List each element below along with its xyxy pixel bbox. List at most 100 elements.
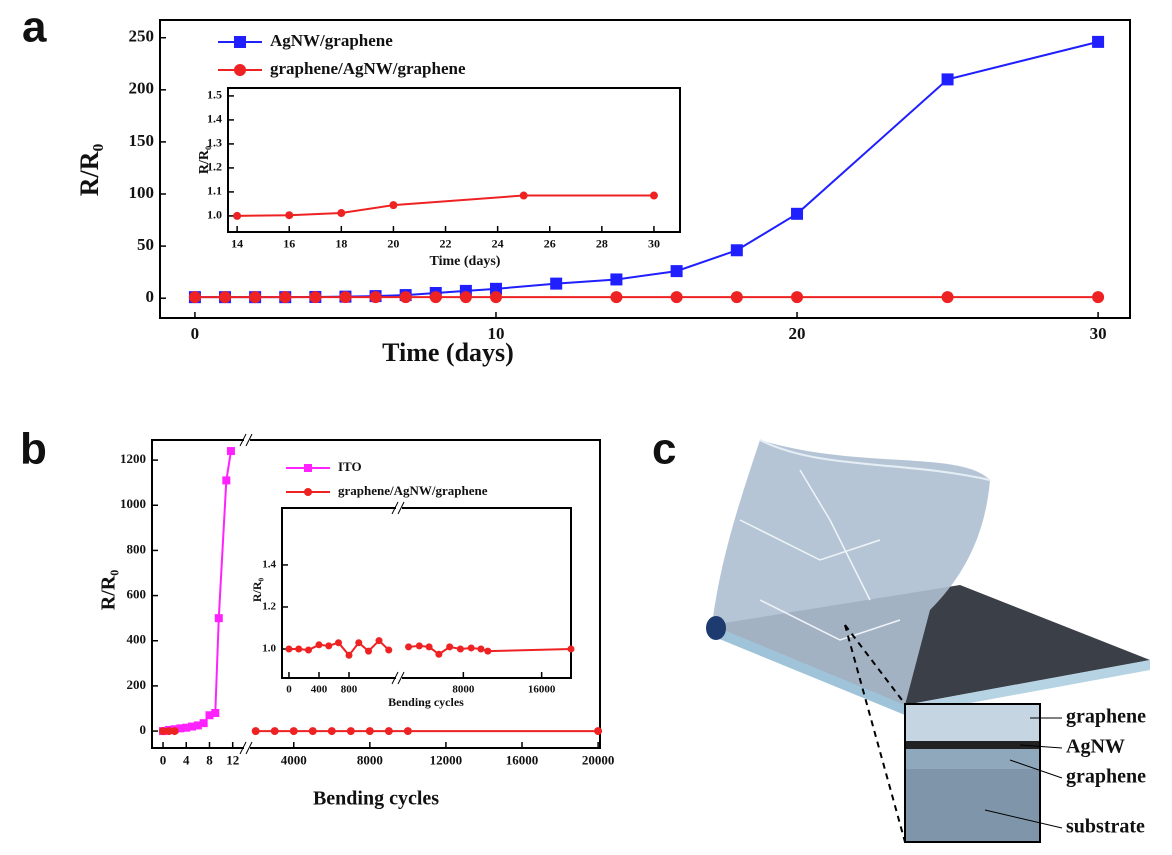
data-point: [188, 722, 197, 731]
data-point: [295, 645, 303, 653]
data-point: [730, 291, 743, 304]
series-line: [194, 40, 1099, 299]
data-point: [594, 727, 603, 736]
data-point: [345, 651, 353, 659]
y-axis-label: R/R₀: [75, 144, 104, 197]
data-point: [170, 727, 179, 736]
data-point: [222, 476, 231, 485]
data-point: [375, 637, 383, 645]
data-point: [164, 727, 173, 736]
y-tick-label: 1.0: [262, 643, 276, 655]
panel-label: a: [22, 3, 47, 52]
base-edge: [905, 660, 1150, 715]
x-tick-label: 18: [335, 237, 347, 251]
data-point: [176, 724, 185, 733]
x-tick-label: 16000: [506, 753, 539, 768]
data-point: [315, 641, 323, 649]
data-point: [550, 277, 563, 290]
legend-label: ITO: [338, 459, 362, 474]
data-point: [489, 291, 502, 304]
data-point: [489, 282, 502, 295]
series-line: [162, 450, 232, 733]
data-point: [233, 211, 242, 220]
data-point: [279, 291, 292, 304]
x-tick-label: 800: [341, 683, 358, 695]
x-tick-label: 8: [206, 753, 213, 768]
data-point: [459, 291, 472, 304]
x-tick-label: 4000: [281, 753, 307, 768]
y-axis-label: R/R₀: [250, 577, 264, 602]
x-tick-label: 0: [160, 753, 167, 768]
layer-graphene: [906, 749, 1039, 769]
legend-label: AgNW/graphene: [270, 31, 393, 50]
x-tick-label: 26: [544, 237, 556, 251]
x-tick-label: 24: [492, 237, 504, 251]
layer-graphene: [906, 705, 1039, 741]
y-tick-label: 1000: [120, 496, 146, 511]
zoom-line: [844, 624, 906, 843]
x-tick-label: 20000: [582, 753, 615, 768]
plot-frame: [151, 439, 601, 749]
sheet-edge: [759, 439, 991, 481]
layer-substrate: [906, 769, 1039, 841]
x-tick-label: 16: [283, 237, 295, 251]
data-point: [337, 209, 346, 218]
x-tick-label: 16000: [528, 683, 556, 695]
data-point: [251, 727, 260, 736]
x-tick-label: 22: [440, 237, 452, 251]
axis-break: [391, 501, 399, 515]
y-tick-label: 250: [129, 27, 155, 46]
x-axis-label: Time (days): [430, 254, 501, 269]
data-point: [456, 645, 464, 653]
data-point: [339, 291, 352, 304]
data-point: [446, 643, 454, 651]
data-point: [649, 191, 658, 200]
data-point: [435, 650, 443, 658]
y-tick-label: 1.0: [207, 208, 222, 222]
axis-break: [245, 741, 253, 755]
data-point: [941, 73, 954, 86]
y-axis-label: R/R₀: [98, 570, 120, 610]
x-axis-label: Bending cycles: [313, 788, 439, 810]
data-point: [399, 291, 412, 304]
y-tick-label: 1.1: [207, 184, 222, 198]
y-tick-label: 200: [127, 677, 147, 692]
data-point: [610, 273, 623, 286]
x-tick-label: 10: [487, 324, 504, 343]
layer-agnw: [906, 741, 1039, 749]
panel-label: c: [652, 425, 676, 474]
y-tick-label: 1.4: [207, 112, 222, 126]
data-point: [159, 727, 168, 736]
series-line: [237, 194, 654, 217]
data-point: [188, 291, 201, 304]
leader: [1019, 744, 1063, 749]
x-tick-label: 14: [231, 237, 243, 251]
data-point: [405, 643, 413, 651]
y-tick-label: 1.5: [207, 88, 222, 102]
x-axis-label: Bending cycles: [388, 695, 464, 709]
x-axis-label: Time (days): [382, 338, 514, 367]
data-point: [369, 291, 382, 304]
data-point: [182, 723, 191, 732]
x-tick-label: 0: [191, 324, 200, 343]
data-point: [415, 642, 423, 650]
axis-break: [397, 501, 405, 515]
data-point: [226, 447, 235, 456]
x-tick-label: 8000: [357, 753, 383, 768]
y-tick-label: 1.2: [262, 601, 276, 613]
data-point: [484, 647, 492, 655]
series-line: [408, 644, 572, 656]
x-tick-label: 4: [183, 753, 190, 768]
data-point: [670, 291, 683, 304]
x-tick-label: 8000: [452, 683, 475, 695]
data-point: [335, 639, 342, 647]
leader: [984, 809, 1063, 829]
x-tick-label: 20: [789, 324, 806, 343]
layer-label: graphene: [1066, 766, 1146, 788]
data-point: [309, 291, 322, 304]
data-point: [214, 614, 223, 623]
y-tick-label: 1.4: [262, 558, 276, 570]
y-tick-label: 50: [137, 235, 154, 254]
data-point: [1092, 35, 1105, 48]
